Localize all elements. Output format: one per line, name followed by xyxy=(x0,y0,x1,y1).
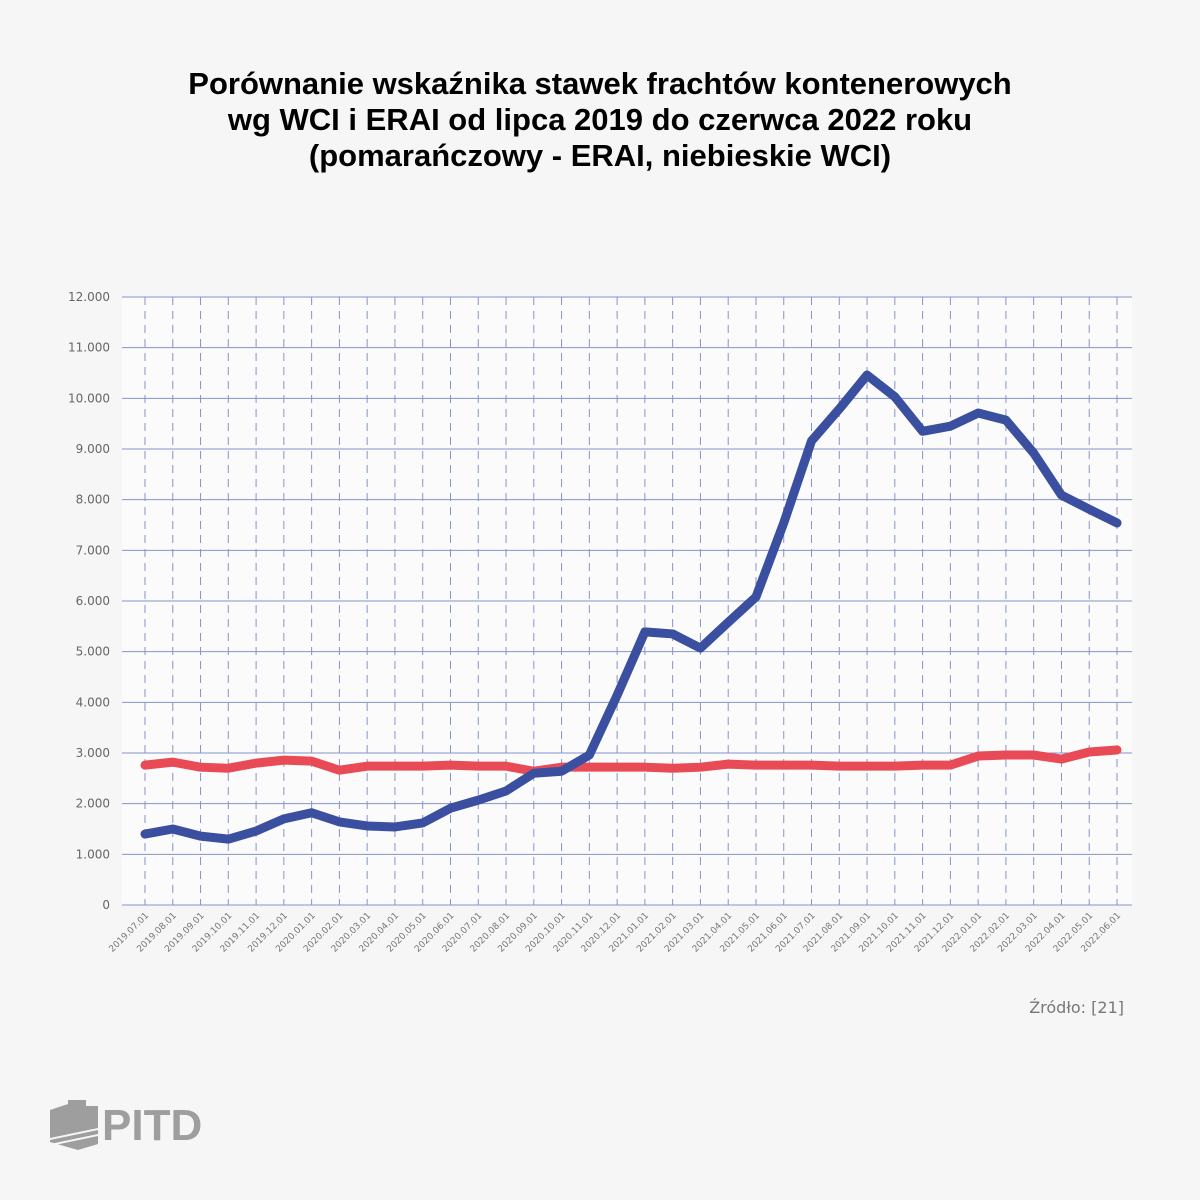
y-tick-label: 0 xyxy=(102,898,110,912)
y-tick-label: 8.000 xyxy=(76,493,110,507)
y-tick-label: 12.000 xyxy=(68,290,110,304)
svg-text:PITD: PITD xyxy=(102,1101,202,1150)
y-tick-label: 6.000 xyxy=(76,594,110,608)
line-chart: 0 1.000 2.000 3.000 4.000 5.000 6.000 7.000 8.00… xyxy=(68,290,1132,955)
y-tick-label: 4.000 xyxy=(76,695,110,709)
title-line-2: wg WCI i ERAI od lipca 2019 do czerwca 2… xyxy=(227,102,973,137)
y-tick-label: 5.000 xyxy=(76,645,110,659)
y-tick-label: 7.000 xyxy=(76,543,110,557)
y-tick-label: 3.000 xyxy=(76,746,110,760)
title-line-1: Porównanie wskaźnika stawek frachtów kon… xyxy=(188,66,1012,101)
y-tick-label: 9.000 xyxy=(76,442,110,456)
chart-title: Porównanie wskaźnika stawek frachtów kon… xyxy=(0,66,1200,174)
series-line-wci xyxy=(140,370,1122,844)
series-line-erai xyxy=(140,745,1122,776)
y-tick-label: 2.000 xyxy=(76,797,110,811)
y-tick-label: 10.000 xyxy=(68,391,110,405)
title-line-3: (pomarańczowy - ERAI, niebieskie WCI) xyxy=(308,138,892,173)
pitd-logo: PITD xyxy=(50,1100,202,1150)
source-note: Źródło: [21] xyxy=(1029,998,1124,1017)
y-tick-label: 11.000 xyxy=(68,341,110,355)
y-tick-label: 1.000 xyxy=(76,847,110,861)
